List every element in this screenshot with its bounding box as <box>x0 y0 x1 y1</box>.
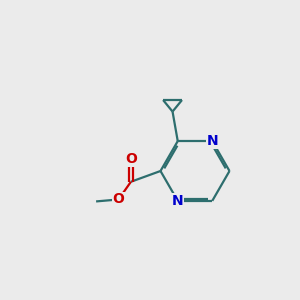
Text: N: N <box>172 194 184 208</box>
Text: O: O <box>125 152 137 166</box>
Text: O: O <box>112 193 124 206</box>
Text: N: N <box>206 134 218 148</box>
